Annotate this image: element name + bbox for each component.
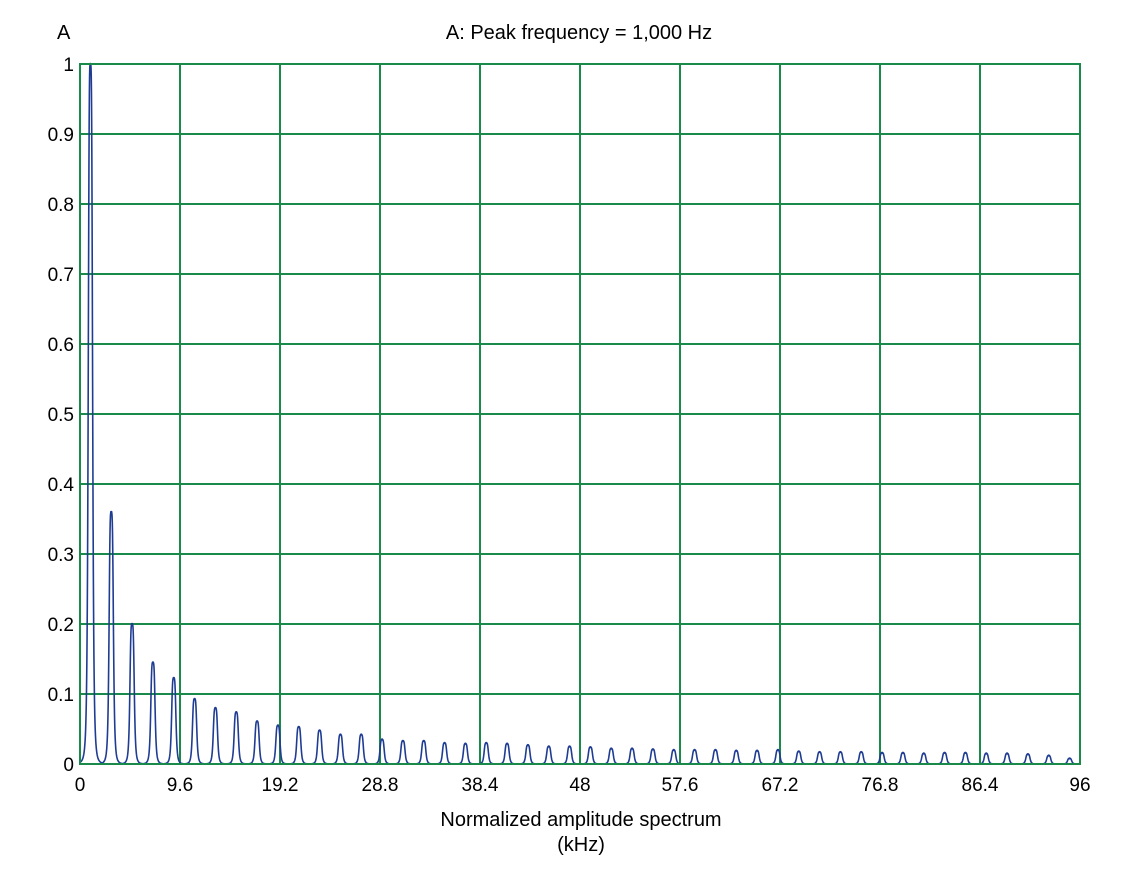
y-tick-label: 0.8	[48, 195, 74, 216]
x-axis-ticks: 0 9.6 19.2 28.8 38.4 48 57.6 67.2 76.8 86.4 96	[75, 775, 1091, 796]
x-axis-unit: (kHz)	[557, 834, 605, 856]
spectrum-peak-48	[1068, 757, 1071, 760]
y-tick-label: 0.2	[48, 615, 74, 636]
spectrum-peak-25	[589, 746, 592, 749]
spectrum-peak-14	[360, 733, 363, 736]
spectrum-peak-34	[776, 748, 780, 752]
spectrum-peak-2	[110, 510, 113, 514]
y-tick-label: 0.4	[48, 475, 75, 496]
x-tick-label: 0	[75, 775, 86, 796]
spectrum-peak-41	[922, 752, 925, 755]
spectrum-peak-35	[797, 750, 800, 753]
x-tick-label: 28.8	[362, 775, 399, 796]
spectrum-peak-11	[297, 725, 300, 729]
y-tick-label: 1	[63, 55, 74, 76]
spectrum-peak-3	[130, 622, 134, 626]
y-tick-label: 0.6	[48, 335, 74, 356]
spectrum-peak-43	[964, 751, 967, 754]
spectrum-peak-17	[422, 739, 425, 743]
spectrum-peak-46	[1026, 753, 1030, 756]
grid	[79, 63, 1081, 765]
spectrum-peak-23	[547, 745, 550, 748]
spectrum-peak-9	[255, 720, 259, 723]
spectrum-peak-22	[526, 743, 530, 747]
x-tick-label: 67.2	[762, 775, 799, 796]
spectrum-peak-4	[151, 661, 155, 664]
spectrum-peak-24	[568, 745, 571, 748]
x-axis-label: Normalized amplitude spectrum	[440, 809, 721, 831]
y-tick-label: 0.3	[48, 545, 74, 566]
x-tick-label: 57.6	[662, 775, 699, 796]
spectrum-peak-38	[860, 750, 863, 754]
chart-title: A: Peak frequency = 1,000 Hz	[446, 22, 712, 44]
spectrum-peak-15	[380, 738, 384, 741]
x-tick-label: 86.4	[962, 775, 999, 796]
spectrum-peak-19	[464, 742, 467, 745]
spectrum-peak-33	[755, 749, 759, 752]
spectrum-peak-26	[610, 747, 613, 750]
spectrum-peak-5	[172, 676, 175, 680]
spectrum-peak-31	[714, 748, 717, 752]
spectrum-peak-47	[1047, 754, 1050, 757]
spectrum-peak-10	[276, 724, 280, 727]
x-tick-label: 19.2	[262, 775, 299, 796]
y-tick-label: 0.5	[48, 405, 74, 426]
spectrum-peak-21	[505, 742, 509, 745]
spectrum-peak-36	[818, 750, 821, 754]
spectrum-peak-27	[630, 747, 634, 750]
spectrum-peak-7	[214, 706, 217, 710]
spectrum-peak-29	[672, 748, 675, 752]
y-tick-label: 0.1	[48, 685, 74, 706]
x-tick-label: 48	[569, 775, 590, 796]
y-tick-label: 0	[63, 755, 74, 776]
plot-frame	[79, 63, 1081, 765]
spectrum-peak-12	[318, 729, 321, 732]
x-tick-label: 76.8	[862, 775, 899, 796]
spectrum-peak-8	[235, 711, 238, 714]
spectrum-peak-40	[901, 751, 905, 754]
spectrum-peak-32	[735, 749, 738, 752]
panel-label: A	[57, 22, 71, 44]
x-tick-label: 9.6	[167, 775, 193, 796]
spectrum-peak-37	[839, 750, 842, 754]
spectrum-peak-18	[443, 741, 446, 745]
spectrum-peak-13	[339, 733, 342, 736]
spectrum-peak-20	[485, 741, 488, 745]
spectrum-peak-39	[880, 751, 884, 754]
spectrum-peak-16	[401, 739, 405, 743]
y-axis-ticks: 0 0.1 0.2 0.3 0.4 0.5 0.6 0.7 0.8 0.9 1	[48, 55, 75, 776]
y-tick-label: 0.9	[48, 125, 74, 146]
spectrum-peak-30	[693, 748, 696, 752]
spectrum-peak-45	[1005, 752, 1009, 755]
spectrum-peak-28	[651, 748, 655, 751]
x-tick-label: 38.4	[462, 775, 499, 796]
spectrum-peak-6	[193, 697, 196, 701]
spectrum-peak-42	[943, 751, 946, 754]
spectrum-peak-44	[985, 752, 988, 755]
y-tick-label: 0.7	[48, 265, 74, 286]
x-tick-label: 96	[1069, 775, 1090, 796]
